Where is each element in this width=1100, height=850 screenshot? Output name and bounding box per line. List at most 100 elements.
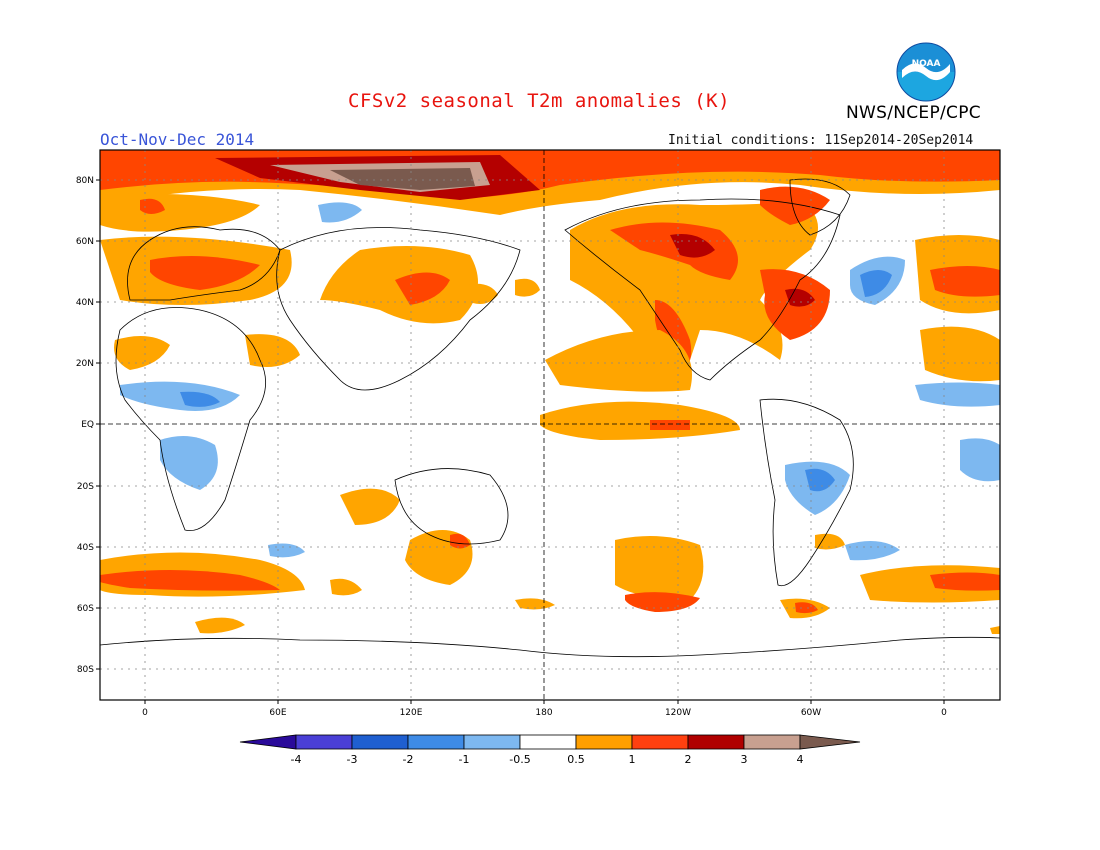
y-label-40s: 40S	[77, 543, 94, 553]
colorbar-label-pos2: 2	[685, 753, 692, 766]
colorbar-seg-pos05	[575, 734, 633, 750]
y-label-20s: 20S	[77, 482, 94, 492]
greenland-warm	[760, 186, 830, 225]
colorbar-seg-pos2	[687, 734, 745, 750]
graticule	[100, 150, 1000, 700]
map-frame	[99, 149, 1001, 701]
colorbar-label-neg3: -3	[347, 753, 358, 766]
noaa-logo: NOAA	[896, 42, 956, 102]
x-axis	[144, 700, 945, 704]
colorbar-seg-neg2	[351, 734, 409, 750]
japan-warm	[465, 283, 498, 304]
coast-south-america	[759, 398, 854, 587]
colorbar-max-arrow	[799, 734, 861, 750]
x-label-120w: 120W	[665, 708, 691, 718]
south-america-colder	[805, 468, 835, 492]
colorbar-seg-neg1	[407, 734, 465, 750]
reference-lines	[100, 150, 1000, 700]
coast-australia	[394, 468, 509, 545]
australia-strong	[450, 533, 470, 549]
colorbar-label-neg2: -2	[403, 753, 414, 766]
east-europe-far-strong	[930, 266, 1000, 297]
coast-north-america	[564, 198, 841, 381]
southern-ocean-cold	[268, 543, 305, 558]
x-label-60e: 60E	[269, 708, 286, 718]
x-label-180: 180	[535, 708, 552, 718]
x-label-60w: 60W	[801, 708, 821, 718]
europe-strong	[150, 256, 260, 290]
logo-text: NOAA	[912, 59, 941, 69]
west-africa-cold	[915, 382, 1000, 407]
coast-antarctica	[100, 636, 1000, 658]
colorbar-label-neg05: -0.5	[509, 753, 530, 766]
antarctic-small-warm	[990, 626, 1000, 634]
organization-label: NWS/NCEP/CPC	[846, 103, 981, 123]
colorbar-label-pos4: 4	[797, 753, 804, 766]
forecast-period: Oct-Nov-Dec 2014	[100, 130, 255, 149]
y-label-60s: 60S	[77, 604, 94, 614]
south-atlantic-cold	[845, 541, 900, 561]
east-africa-cold	[960, 438, 1000, 482]
west-atlantic-warm	[920, 326, 1000, 382]
y-label-20n: 20N	[76, 359, 94, 369]
map-title: CFSv2 seasonal T2m anomalies (K)	[348, 90, 731, 112]
atlantic-colder	[860, 270, 892, 297]
asia-strong	[395, 272, 450, 305]
x-label-120e: 120E	[400, 708, 423, 718]
southern-ocean-pacific-warm	[615, 536, 704, 600]
southern-ocean-east-strong	[930, 572, 1000, 591]
sahara-warm	[114, 336, 170, 370]
southern-ocean-pacific-strong	[625, 592, 700, 612]
north-america-strong	[610, 222, 738, 280]
southern-ocean-mid-warm	[330, 578, 362, 596]
scandinavia-cold	[318, 202, 362, 223]
colorbar-seg-neg05	[463, 734, 521, 750]
colorbar-labels: -4 -3 -2 -1 -0.5 0.5 1 2 3 4	[291, 753, 804, 766]
equatorial-warm	[540, 401, 740, 440]
x-label-0-east: 0	[941, 708, 947, 718]
y-label-80s: 80S	[77, 665, 94, 675]
coast-europe	[127, 226, 281, 301]
colorbar-seg-zero	[519, 734, 577, 750]
y-label-40n: 40N	[76, 298, 94, 308]
scandinavia-strong	[140, 198, 165, 214]
siberia-warm	[515, 278, 540, 297]
canada-max	[670, 234, 715, 258]
equatorial-strong	[650, 420, 690, 430]
x-axis-labels: 0 60E 120E 180 120W 60W 0	[142, 708, 947, 718]
colorbar-label-neg1: -1	[459, 753, 470, 766]
colorbar-seg-pos3	[743, 734, 801, 750]
initial-conditions: Initial conditions: 11Sep2014-20Sep2014	[668, 133, 974, 148]
colorbar-seg-pos1	[631, 734, 689, 750]
east-pacific-warm	[545, 330, 692, 392]
coast-africa	[115, 307, 266, 532]
southern-ocean-small-warm-2	[515, 598, 555, 610]
colorbar-min-arrow	[239, 734, 297, 750]
sahel-colder	[180, 391, 220, 407]
coast-asia	[276, 227, 521, 391]
southern-ocean-small-warm	[195, 617, 245, 634]
y-axis	[96, 179, 100, 670]
coastlines	[100, 178, 1000, 658]
y-label-eq: EQ	[81, 420, 94, 430]
colorbar	[239, 734, 861, 750]
arabia-warm	[245, 334, 300, 368]
colorbar-seg-neg3	[295, 734, 353, 750]
south-indian-warm	[340, 488, 400, 525]
colorbar-label-pos3: 3	[741, 753, 748, 766]
colorbar-label-pos1: 1	[629, 753, 636, 766]
colorbar-label-neg4: -4	[291, 753, 302, 766]
y-label-60n: 60N	[76, 237, 94, 247]
drake-strong	[795, 602, 818, 614]
southeast-africa-cold	[160, 436, 218, 490]
north-atlantic-warm	[100, 193, 260, 232]
y-label-80n: 80N	[76, 176, 94, 186]
anomaly-fields	[100, 150, 1000, 634]
sahel-cold	[120, 381, 240, 411]
coast-greenland	[789, 178, 851, 236]
colorbar-label-pos05: 0.5	[567, 753, 585, 766]
y-axis-labels: 80N 60N 40N 20N EQ 20S 40S 60S 80S	[76, 176, 94, 675]
southeast-pacific-warm	[815, 533, 845, 550]
x-label-0: 0	[142, 708, 148, 718]
